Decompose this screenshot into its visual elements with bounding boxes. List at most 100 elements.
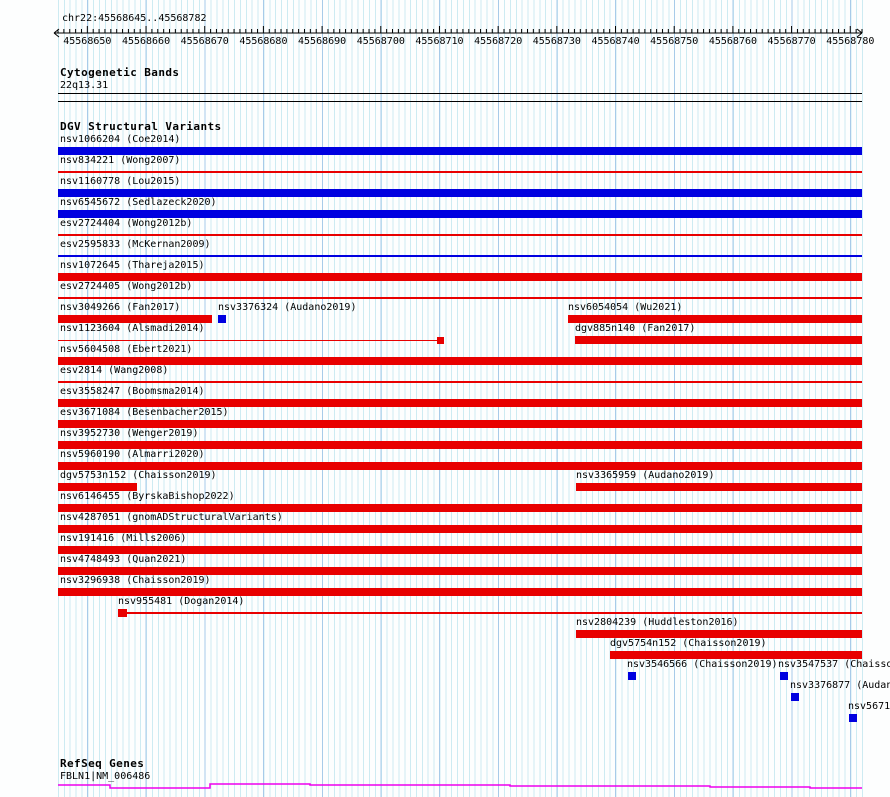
variant-label[interactable]: nsv3049266 (Fan2017) [60,302,181,313]
variant-label[interactable]: nsv1160778 (Lou2015) [60,176,181,187]
variant-glyph[interactable] [58,273,862,281]
variant-label[interactable]: esv2595833 (McKernan2009) [60,239,211,250]
variant-row: nsv3049266 (Fan2017) nsv3376324 (Audano20… [58,302,890,323]
variant-row: nsv6545672 (Sedlazeck2020) [58,197,890,218]
variant-row: nsv3296938 (Chaisson2019) [58,575,890,596]
variant-glyph[interactable] [58,420,862,428]
variant-glyph[interactable] [576,483,862,491]
variant-label[interactable]: nsv1072645 (Thareja2015) [60,260,205,271]
variant-glyph[interactable] [58,525,862,533]
variant-label[interactable]: nsv3365959 (Audano2019) [576,470,715,481]
ruler-tick-label: 45568720 [474,36,523,47]
ruler-tick-label: 45568780 [826,36,875,47]
variant-label[interactable]: esv3671084 (Besenbacher2015) [60,407,229,418]
variant-glyph[interactable] [58,255,862,257]
variant-row: dgv5753n152 (Chaisson2019) nsv3365959 (Au… [58,470,890,491]
variant-label[interactable]: nsv3952730 (Wenger2019) [60,428,199,439]
variant-glyph[interactable] [58,381,862,383]
ruler-tick-label: 45568650 [63,36,112,47]
variant-label[interactable]: esv2814 (Wang2008) [60,365,169,376]
variant-label[interactable]: nsv5960190 (Almarri2020) [60,449,205,460]
variant-label[interactable]: nsv6545672 (Sedlazeck2020) [60,197,217,208]
variant-glyph[interactable] [58,504,862,512]
variant-glyph[interactable] [58,315,212,323]
refseq-gene-label[interactable]: FBLN1|NM_006486 [60,771,151,782]
variant-label[interactable]: nsv955481 (Dogan2014) [118,596,245,607]
ruler-tick-label: 45568740 [591,36,640,47]
variant-glyph[interactable] [58,210,862,218]
variant-row: nsv1123604 (Alsmadi2014) dgv885n140 (Fan2… [58,323,890,344]
variant-row: esv2595833 (McKernan2009) [58,239,890,260]
variant-label[interactable]: nsv5604508 (Ebert2021) [60,344,193,355]
region-title: chr22:45568645..45568782 [62,13,207,24]
variant-row: esv3558247 (Boomsma2014) [58,386,890,407]
variant-glyph[interactable] [58,189,862,197]
variant-glyph[interactable] [575,336,862,344]
variant-row: nsv5960190 (Almarri2020) [58,449,890,470]
ruler-tick-label: 45568770 [767,36,816,47]
variant-label[interactable]: nsv191416 (Mills2006) [60,533,187,544]
variant-label[interactable]: nsv2804239 (Huddleston2016) [576,617,739,628]
variant-glyph[interactable] [58,483,137,491]
variant-glyph[interactable] [118,609,127,617]
variant-glyph[interactable] [628,672,636,680]
variant-glyph[interactable] [568,315,862,323]
variant-label[interactable]: esv2724405 (Wong2012b) [60,281,193,292]
ruler-tick-label: 45568660 [121,36,171,47]
variant-row: nsv1072645 (Thareja2015) [58,260,890,281]
cytoband-label[interactable]: 22q13.31 [60,80,109,91]
variant-glyph[interactable] [58,567,862,575]
variant-label[interactable]: nsv3376324 (Audano2019) [218,302,357,313]
variant-glyph[interactable] [58,147,862,155]
variant-glyph[interactable] [218,315,226,323]
variant-row: nsv4287051 (gnomADStructuralVariants) [58,512,890,533]
variant-label[interactable]: nsv6054054 (Wu2021) [568,302,683,313]
refseq-section-title: RefSeq Genes [60,757,145,770]
variant-label[interactable]: esv2724404 (Wong2012b) [60,218,193,229]
variant-glyph[interactable] [576,630,862,638]
variant-label[interactable]: nsv5671 [848,701,890,712]
variant-label[interactable]: nsv1123604 (Alsmadi2014) [60,323,205,334]
variant-glyph[interactable] [58,171,862,173]
variant-label[interactable]: dgv5754n152 (Chaisson2019) [610,638,767,649]
variant-label[interactable]: esv3558247 (Boomsma2014) [60,386,205,397]
variant-glyph[interactable] [58,297,862,299]
variant-glyph[interactable] [780,672,788,680]
variant-label[interactable]: nsv6146455 (ByrskaBishop2022) [60,491,235,502]
ruler-tick-label: 45568760 [708,36,758,47]
variant-glyph[interactable] [58,234,862,236]
variant-glyph[interactable] [58,399,862,407]
variant-label[interactable]: nsv3376877 (Audano [790,680,890,691]
refseq-gene-line[interactable] [58,783,862,791]
variant-glyph[interactable] [58,588,862,596]
variant-glyph[interactable] [58,339,437,341]
variant-row: nsv834221 (Wong2007) [58,155,890,176]
variant-glyph[interactable] [849,714,857,722]
variant-label[interactable]: nsv3547537 (Chaisson [778,659,890,670]
variant-glyph[interactable] [58,441,862,449]
variant-row: esv2724405 (Wong2012b) [58,281,890,302]
variant-label[interactable]: dgv885n140 (Fan2017) [575,323,696,334]
variant-glyph[interactable] [58,357,862,365]
ruler-tick-label: 45568700 [356,36,405,47]
variant-glyph[interactable] [791,693,799,701]
variant-glyph[interactable] [610,651,862,659]
variant-label[interactable]: dgv5753n152 (Chaisson2019) [60,470,217,481]
variant-glyph-line[interactable] [127,612,862,614]
variant-glyph[interactable] [58,462,862,470]
cytoband-box[interactable] [58,93,862,102]
variant-row: nsv3952730 (Wenger2019) [58,428,890,449]
variant-row: nsv955481 (Dogan2014) [58,596,890,617]
variant-row: nsv4748493 (Quan2021) [58,554,890,575]
variant-label[interactable]: nsv3546566 (Chaisson2019) [627,659,778,670]
variant-label[interactable]: nsv3296938 (Chaisson2019) [60,575,211,586]
variant-label[interactable]: nsv4748493 (Quan2021) [60,554,187,565]
ruler-tick-label: 45568710 [415,36,464,47]
variant-glyph-endbox[interactable] [437,336,444,344]
variant-label[interactable]: nsv4287051 (gnomADStructuralVariants) [60,512,283,523]
variant-label[interactable]: nsv1066204 (Coe2014) [60,134,181,145]
variant-label[interactable]: nsv834221 (Wong2007) [60,155,181,166]
variant-row: esv2814 (Wang2008) [58,365,890,386]
variant-glyph[interactable] [58,546,862,554]
